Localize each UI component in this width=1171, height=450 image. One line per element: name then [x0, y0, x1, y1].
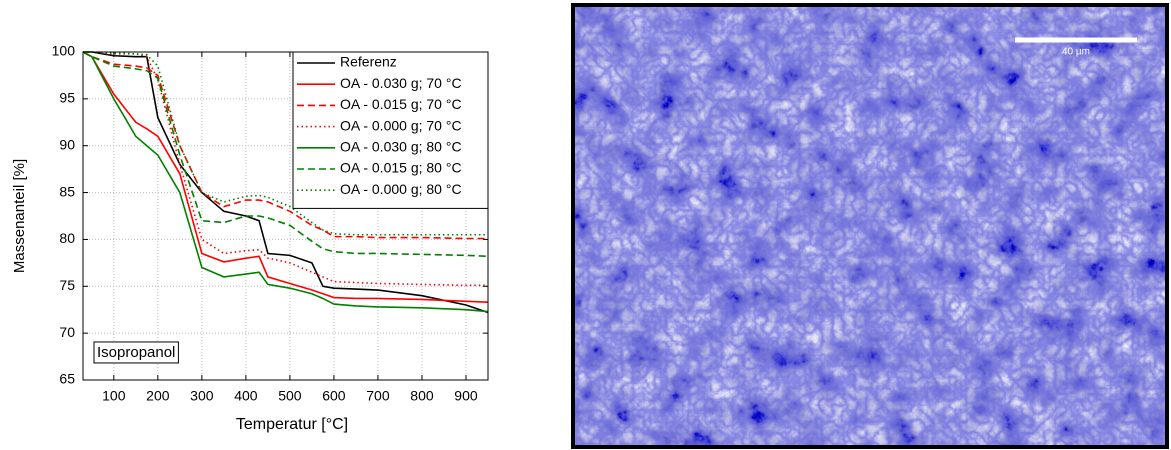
image-border: [571, 3, 1169, 449]
x-tick-label: 400: [234, 388, 258, 404]
x-axis-label: Temperatur [°C]: [236, 416, 348, 433]
data-line: [82, 51, 488, 240]
legend-label: OA - 0.015 g; 80 °C: [340, 160, 462, 176]
legend-label: OA - 0.015 g; 70 °C: [340, 96, 462, 112]
data-line: [82, 51, 489, 258]
data-line: [82, 51, 489, 313]
x-tick-label: 200: [146, 388, 170, 404]
x-tick-label: 700: [366, 388, 390, 404]
legend-label: OA - 0.000 g; 70 °C: [340, 117, 462, 133]
data-line: [82, 51, 489, 304]
scale-bar-label: 40 µm: [1062, 47, 1090, 58]
y-tick-label: 65: [59, 371, 75, 387]
legend-label: OA - 0.030 g; 80 °C: [340, 139, 462, 155]
y-tick-label: 95: [59, 90, 75, 106]
legend-label: OA - 0.030 g; 70 °C: [340, 75, 462, 91]
x-tick-label: 300: [190, 388, 214, 404]
x-tick-label: 900: [454, 388, 478, 404]
data-line: [83, 51, 489, 314]
legend-label: Referenz: [340, 54, 397, 70]
x-tick-label: 600: [322, 388, 346, 404]
plot-frame: [82, 51, 489, 381]
y-tick-label: 75: [59, 277, 75, 293]
y-tick-label: 70: [59, 324, 75, 340]
y-tick-label: 100: [52, 43, 76, 59]
image-blue-regions: [573, 5, 1167, 447]
legend-box: [292, 51, 489, 209]
annotation-box: [93, 341, 179, 364]
y-tick-label: 90: [59, 136, 75, 152]
legend-label: OA - 0.000 g; 80 °C: [340, 181, 462, 197]
x-tick-label: 800: [410, 388, 434, 404]
y-tick-label: 80: [59, 230, 75, 246]
sem-image: 40 µm: [571, 3, 1169, 449]
x-tick-label: 100: [102, 388, 126, 404]
y-tick-label: 85: [59, 183, 75, 199]
x-tick-label: 500: [278, 388, 302, 404]
y-axis-label: Massenanteil [%]: [11, 159, 28, 273]
annotation: Isopropanol: [97, 344, 175, 361]
